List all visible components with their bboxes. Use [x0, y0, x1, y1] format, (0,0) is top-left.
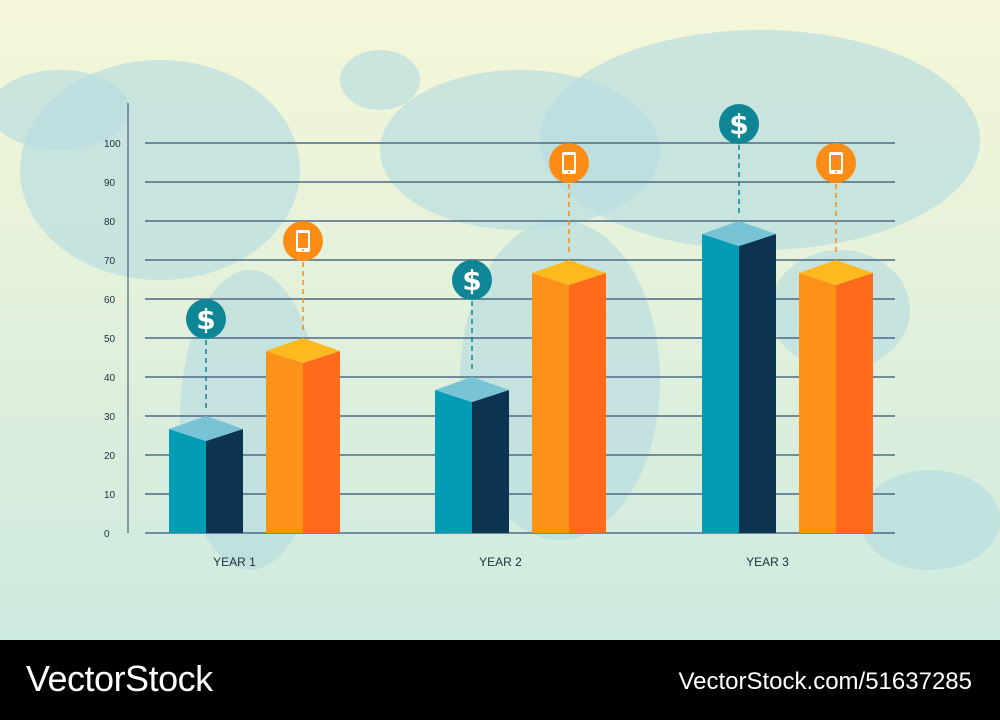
bar-chart: 0 10 20 30 40 50 60 70 80 90 100 YEAR 1 $ YEAR 2 $ YEAR… [0, 0, 1000, 640]
dollar-icon: $ [729, 108, 748, 141]
tablet-screen [831, 155, 841, 170]
watermark-banner: VectorStock VectorStock.com/51637285 [0, 640, 1000, 720]
tablet-button [835, 171, 837, 173]
watermark-logo: VectorStock [26, 658, 213, 699]
y-tick-label: 40 [104, 373, 116, 384]
bar-side [206, 429, 243, 533]
map-landmass [860, 470, 1000, 570]
map-landmass [540, 30, 980, 250]
bar-front [435, 390, 472, 533]
map-landmass [0, 70, 130, 150]
tablet-screen [298, 233, 308, 248]
y-tick-label: 0 [104, 529, 110, 540]
bar-front [532, 273, 569, 533]
y-tick-label: 10 [104, 490, 116, 501]
x-tick-label: YEAR 3 [746, 555, 789, 569]
tablet-button [302, 249, 304, 251]
bar-top [799, 260, 873, 285]
bar-front [702, 234, 739, 533]
bar-side [569, 273, 606, 533]
bar-front [799, 273, 836, 533]
watermark-url: VectorStock.com/51637285 [678, 668, 972, 695]
bar-top [435, 377, 509, 402]
bar-side [472, 390, 509, 533]
dollar-icon: $ [196, 303, 215, 336]
tablet-button [568, 171, 570, 173]
tablet-screen [564, 155, 574, 170]
bar-top [266, 338, 340, 363]
y-tick-label: 70 [104, 256, 116, 267]
x-tick-label: YEAR 2 [479, 555, 522, 569]
y-tick-label: 60 [104, 295, 116, 306]
bar-side [739, 234, 776, 533]
y-tick-label: 20 [104, 451, 116, 462]
bar-side [836, 273, 873, 533]
y-tick-label: 100 [104, 139, 121, 150]
tablet-icon [562, 152, 576, 174]
tablet-icon [296, 230, 310, 252]
tablet-icon [829, 152, 843, 174]
marker-circle [719, 104, 759, 144]
x-tick-label: YEAR 1 [213, 555, 256, 569]
bar-top [532, 260, 606, 285]
marker-circle [452, 260, 492, 300]
bar-top [169, 416, 243, 441]
y-tick-label: 80 [104, 217, 116, 228]
bar-front [266, 351, 303, 533]
bar-front [169, 429, 206, 533]
y-tick-label: 30 [104, 412, 116, 423]
marker-circle [186, 299, 226, 339]
bar-top [702, 221, 776, 246]
y-tick-label: 50 [104, 334, 116, 345]
map-landmass [340, 50, 420, 110]
y-tick-label: 90 [104, 178, 116, 189]
dollar-icon: $ [462, 264, 481, 297]
bar-side [303, 351, 340, 533]
